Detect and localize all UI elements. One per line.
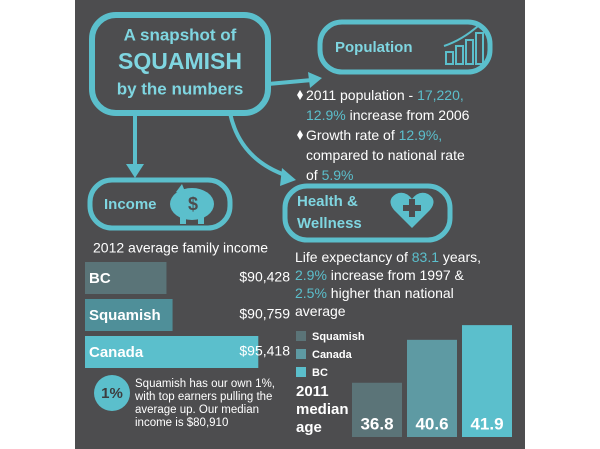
- text-part: years,: [439, 249, 481, 265]
- population-fact: compared to national rate: [306, 147, 465, 163]
- age-value: 40.6: [415, 414, 448, 433]
- title-box: [89, 12, 271, 116]
- text-part: of: [306, 167, 322, 183]
- health-fact: 2.9% increase from 1997 &: [295, 267, 465, 283]
- badge-label: 1%: [101, 385, 123, 402]
- piggy-ear: [176, 184, 186, 194]
- piggy-leg: [198, 215, 204, 224]
- icon-bar: [455, 45, 464, 65]
- population-fact: Growth rate of 12.9%,: [306, 127, 442, 143]
- text-part: Life expectancy of: [295, 249, 412, 265]
- piggy-leg: [180, 215, 186, 224]
- text-part: increase from 1997 &: [327, 267, 465, 283]
- badge: [94, 375, 130, 411]
- income-bar: [85, 336, 259, 368]
- text-part: 5.9%: [322, 167, 354, 183]
- plus: [403, 205, 421, 211]
- population-heading: Population: [335, 39, 413, 56]
- legend-swatch: [296, 349, 306, 359]
- legend-label: Canada: [312, 349, 353, 361]
- piggy-icon: [170, 188, 214, 220]
- age-label: age: [296, 419, 322, 436]
- text-part: 17,220,: [417, 87, 464, 103]
- arrowhead: [280, 168, 296, 186]
- age-value: 41.9: [470, 414, 503, 433]
- income-heading: Income: [104, 196, 157, 213]
- text-part: Growth rate of: [306, 127, 399, 143]
- population-fact: 2011 population - 17,220,: [306, 87, 464, 103]
- text-part: compared to national rate: [306, 147, 465, 163]
- age-bar: [462, 325, 512, 437]
- icon-bar: [445, 51, 454, 65]
- population-fact: 12.9% increase from 2006: [306, 107, 470, 123]
- age-bar: [407, 339, 457, 437]
- text-part: higher than national: [327, 285, 454, 301]
- growth-icon: [443, 25, 484, 65]
- health-heading: Health &: [297, 193, 358, 210]
- text-part: 2.9%: [295, 267, 327, 283]
- arrows: [133, 78, 313, 178]
- income-value: $90,759: [239, 306, 290, 322]
- income-subtitle: 2012 average family income: [93, 240, 268, 256]
- age-bar: [352, 382, 402, 437]
- population-fact: of 5.9%: [306, 167, 354, 183]
- title-line: by the numbers: [117, 79, 244, 98]
- income-category: Squamish: [89, 307, 161, 324]
- health-fact: Life expectancy of 83.1 years,: [295, 249, 481, 265]
- text-part: 2011 population -: [306, 87, 417, 103]
- icon-arrow: [443, 25, 479, 47]
- arrow-health: [228, 112, 289, 178]
- legend-swatch: [296, 331, 306, 341]
- icon-bar: [475, 32, 484, 65]
- text-part: 83.1: [412, 249, 439, 265]
- income-note: average up. Our median: [135, 404, 259, 416]
- text-part: 2.5%: [295, 285, 327, 301]
- population-box: [317, 19, 493, 75]
- piggy-label: $: [188, 194, 198, 214]
- legend-label: Squamish: [312, 331, 365, 343]
- income-bar: [85, 299, 173, 331]
- legend-swatch: [296, 367, 306, 377]
- title-line: A snapshot of: [124, 25, 237, 44]
- income-bar: [85, 262, 167, 294]
- income-note: income is $80,910: [135, 417, 228, 429]
- arrow-population: [267, 78, 313, 86]
- bullet: [297, 90, 303, 100]
- text-part: increase from 2006: [346, 107, 470, 123]
- health-fact: average: [295, 303, 346, 319]
- income-category: BC: [89, 270, 111, 287]
- text-part: 12.9%: [306, 107, 346, 123]
- age-value: 36.8: [360, 414, 393, 433]
- income-note: Squamish has our own 1%,: [135, 378, 275, 390]
- title-line: SQUAMISH: [118, 48, 242, 74]
- arrowhead: [308, 72, 322, 88]
- income-note: with top earners pulling the: [134, 391, 272, 403]
- age-label: median: [296, 401, 349, 418]
- text-part: average: [295, 303, 346, 319]
- income-category: Canada: [89, 344, 144, 361]
- income-value: $95,418: [239, 343, 290, 359]
- health-fact: 2.5% higher than national: [295, 285, 454, 301]
- health-heading: Wellness: [297, 215, 362, 232]
- arrowhead: [126, 164, 144, 178]
- income-value: $90,428: [239, 269, 290, 285]
- bullet: [297, 130, 303, 140]
- legend-label: BC: [312, 367, 328, 379]
- age-label: 2011: [296, 383, 329, 400]
- text-part: 12.9%,: [399, 127, 443, 143]
- icon-bar: [465, 39, 474, 65]
